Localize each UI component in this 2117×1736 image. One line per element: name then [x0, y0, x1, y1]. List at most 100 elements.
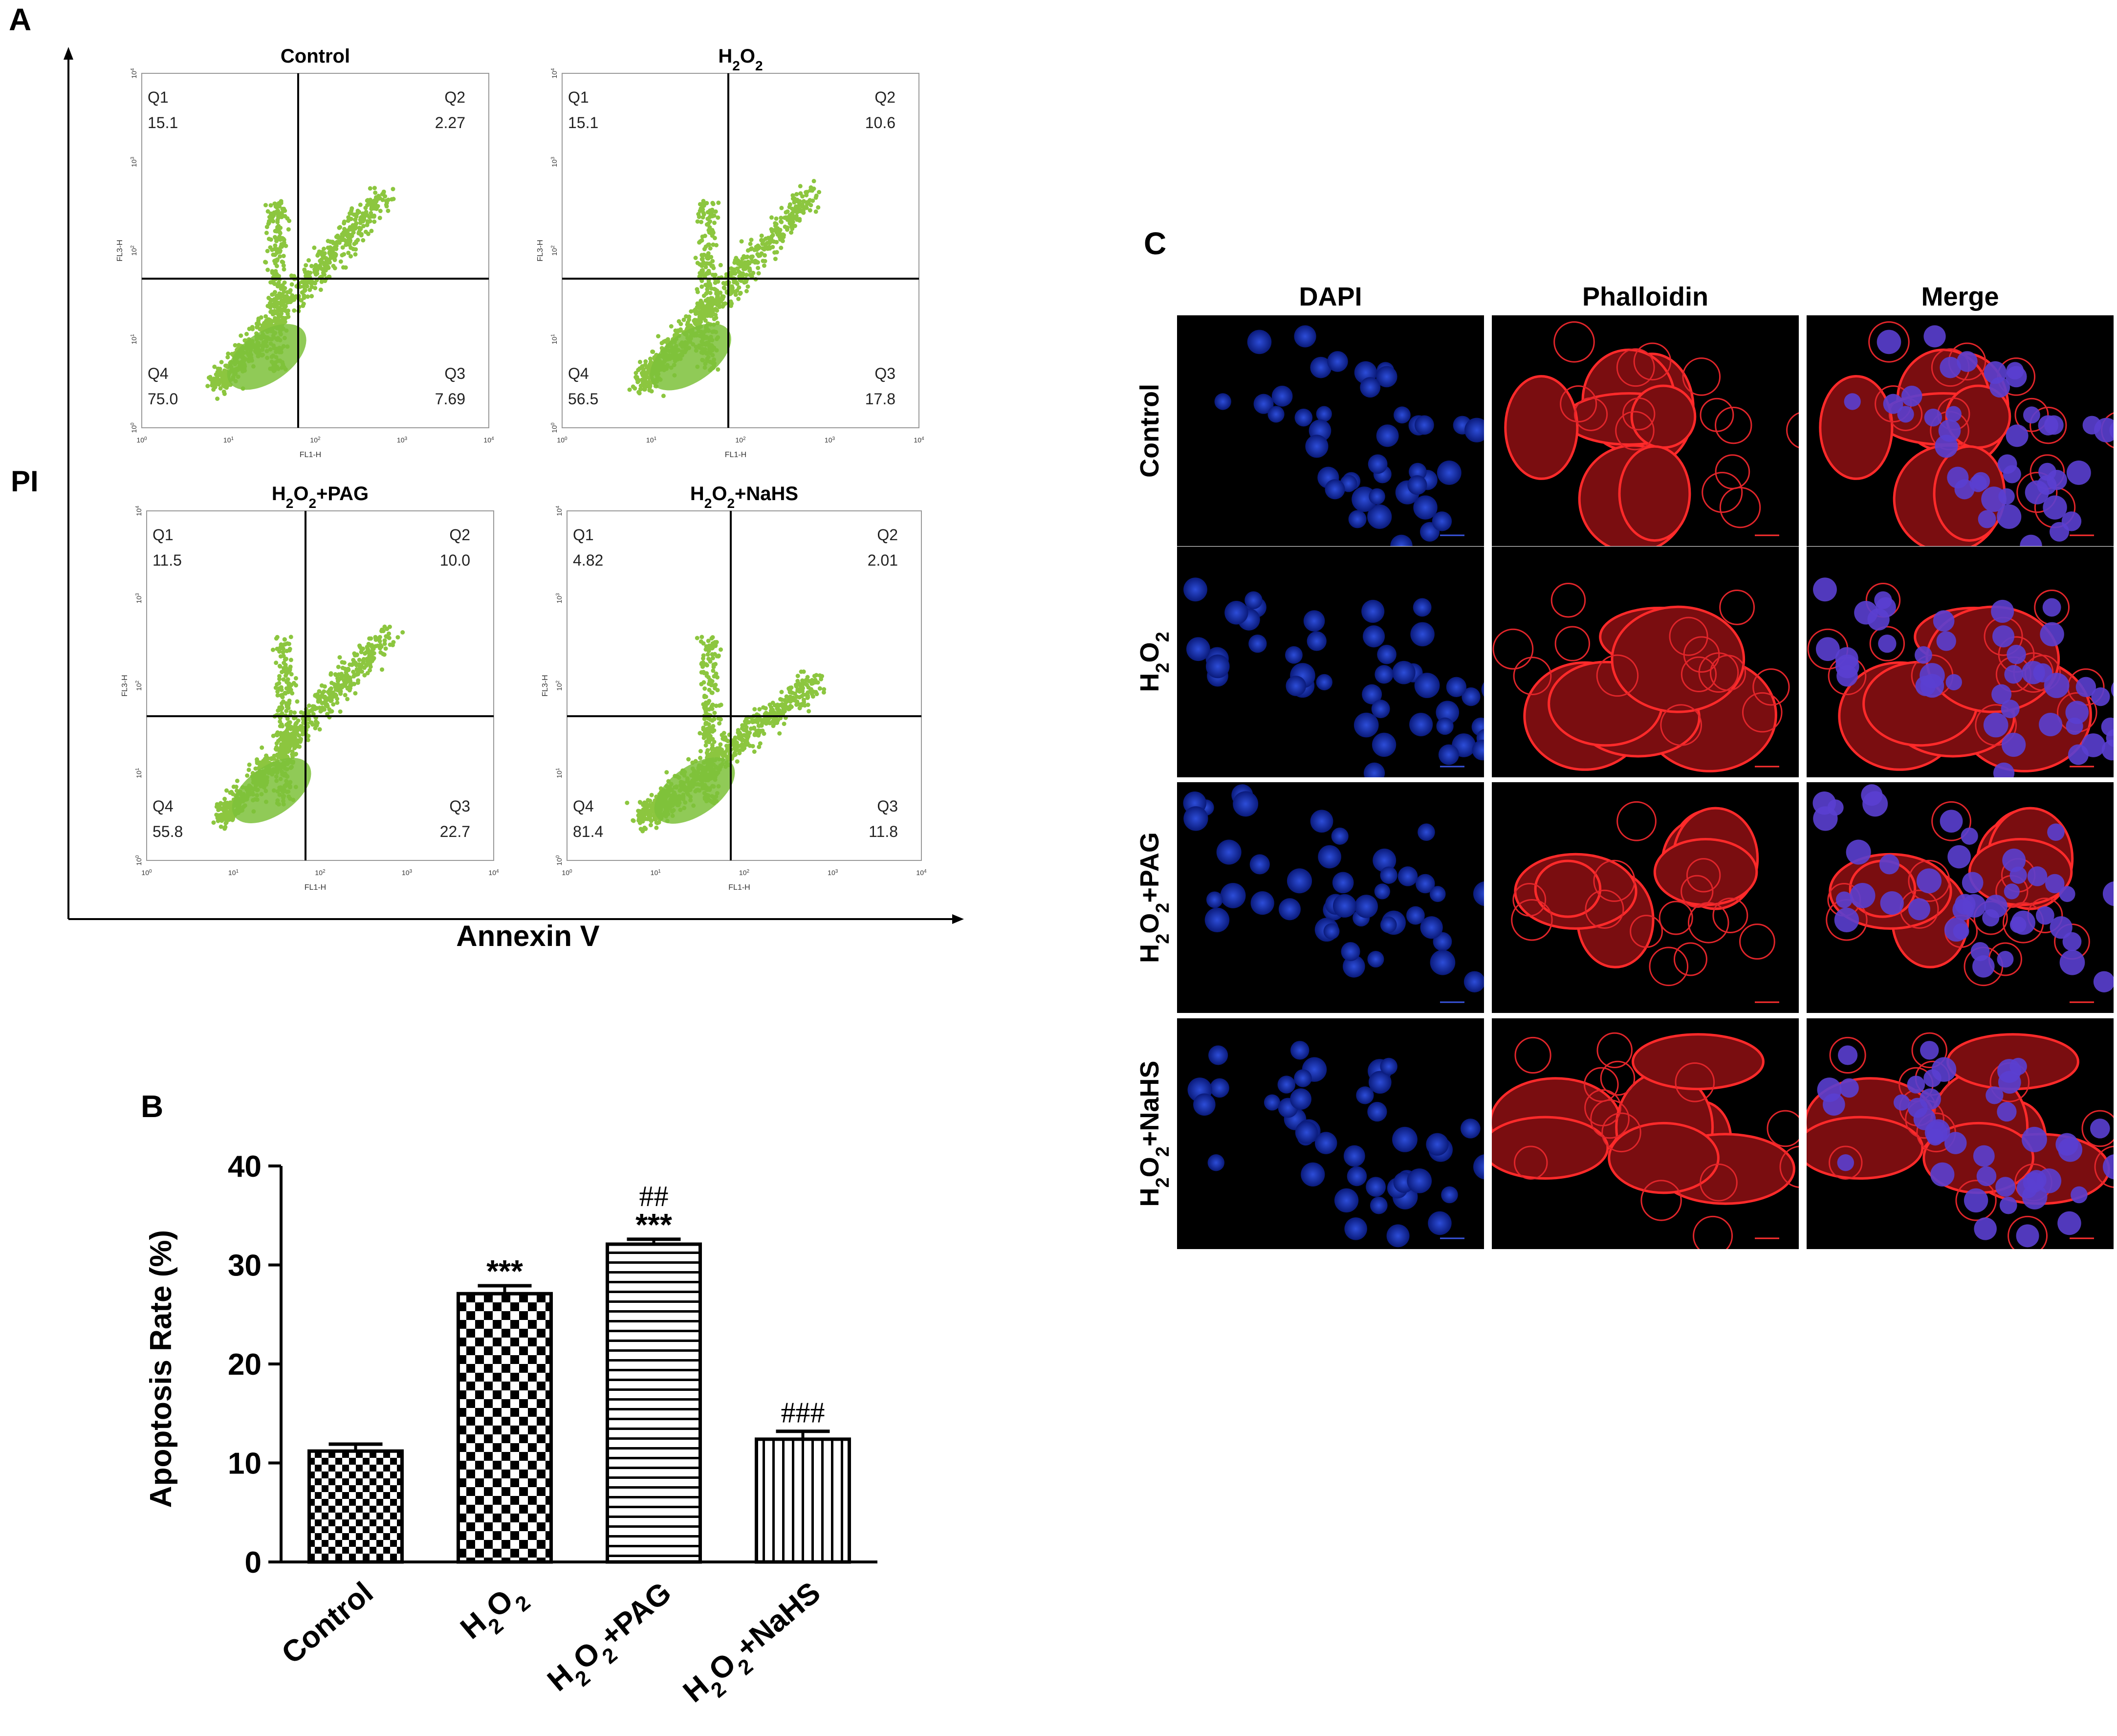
- flow-event-dot: [288, 732, 293, 737]
- flow-event-dot: [286, 705, 291, 710]
- flow-event-dot: [267, 321, 272, 326]
- flow-event-dot: [306, 258, 311, 263]
- nucleus: [1343, 1145, 1365, 1167]
- flow-event-dot: [774, 230, 779, 235]
- nucleus: [1914, 646, 1932, 664]
- actin-cell-outline: [1590, 1099, 1630, 1139]
- flow-event-dot: [733, 258, 738, 263]
- flow-event-dot: [285, 723, 290, 727]
- flow-event-dot: [307, 287, 312, 292]
- flow-event-dot: [352, 659, 357, 664]
- panel-a: A PI Annexin V Control Q1 15.1 Q2 2.27 Q4 75.0…: [9, 2, 964, 952]
- panel-b: B 0 10 20 30 40 Apoptosis Rate (%) Control *** H…: [141, 1089, 877, 1709]
- flow-event-dot: [695, 289, 700, 294]
- flow-event-dot: [715, 308, 720, 313]
- nucleus: [2009, 1057, 2027, 1076]
- flow-event-dot: [757, 724, 762, 728]
- flow-event-dot: [280, 711, 284, 716]
- flow-plot-title: H2O2: [718, 45, 763, 73]
- bar-significance-stars: ***: [635, 1207, 672, 1242]
- flow-event-dot: [647, 388, 652, 393]
- actin-cell-outline: [1686, 858, 1721, 893]
- flow-event-dot: [271, 647, 275, 652]
- flow-x-tick-exp: 1: [236, 869, 239, 874]
- flow-event-dot: [709, 636, 714, 641]
- flow-event-dot: [708, 645, 713, 650]
- nucleus: [2007, 644, 2026, 664]
- flow-y-axis-label: FL3-H: [541, 675, 549, 696]
- flow-y-tick-exp: 4: [130, 68, 135, 71]
- actin-cell-outline: [1752, 668, 1790, 706]
- panel-a-x-arrow: [952, 914, 964, 924]
- flow-event-dot: [788, 703, 793, 708]
- flow-event-dot: [379, 629, 384, 634]
- flow-event-dot: [795, 217, 800, 222]
- flow-event-dot: [740, 733, 744, 738]
- micrograph-r3-dapi: [1177, 1018, 1484, 1249]
- flow-event-dot: [706, 268, 711, 273]
- nucleus: [2004, 665, 2023, 684]
- nucleus: [1823, 1093, 1845, 1116]
- flow-event-dot: [280, 705, 284, 710]
- flow-event-dot: [642, 800, 647, 805]
- actin-cell-outline: [1554, 626, 1591, 661]
- nucleus: [1376, 366, 1397, 388]
- flow-event-dot: [282, 741, 287, 746]
- flow-event-dot: [362, 673, 367, 678]
- nucleus: [1305, 435, 1329, 458]
- flow-event-dot: [358, 226, 363, 231]
- flow-event-dot: [707, 687, 712, 692]
- nucleus: [1366, 1177, 1386, 1197]
- flow-event-dot: [800, 202, 805, 207]
- flow-event-dot: [281, 666, 286, 671]
- actin-cell-outline: [1712, 898, 1748, 933]
- flow-event-dot: [282, 267, 286, 272]
- flow-event-dot: [349, 208, 354, 213]
- flow-event-dot: [757, 707, 762, 712]
- flow-y-tick-exp: 1: [550, 334, 556, 337]
- row-label-0-main: Control: [1135, 384, 1164, 478]
- flow-event-dot: [708, 219, 713, 224]
- flow-event-dot: [699, 264, 704, 268]
- nucleus: [1186, 637, 1210, 661]
- nucleus: [1877, 330, 1901, 354]
- flow-event-dot: [312, 245, 317, 250]
- actin-cell-outline: [1868, 321, 1910, 363]
- flow-x-tick-exp: 3: [410, 869, 413, 874]
- flow-event-dot: [345, 667, 350, 672]
- flow-event-dot: [751, 270, 756, 275]
- actin-cell-cluster: [1492, 1116, 1609, 1180]
- flow-event-dot: [627, 387, 632, 392]
- flow-event-dot: [354, 653, 359, 658]
- flow-event-dot: [292, 710, 297, 715]
- flow-event-dot: [376, 196, 381, 201]
- flow-event-dot: [700, 268, 705, 273]
- actin-cell-outline: [1550, 583, 1586, 618]
- flow-event-dot: [669, 324, 674, 329]
- flow-event-dot: [279, 685, 284, 690]
- nucleus: [1334, 1188, 1359, 1213]
- quadrant-q1-label: Q1: [568, 88, 589, 106]
- flow-event-dot: [215, 379, 220, 384]
- bar-category-label-mid: O: [702, 1647, 742, 1688]
- actin-cell-outline: [2030, 406, 2067, 444]
- flow-event-dot: [656, 334, 661, 339]
- bar-y-tick-label: 20: [228, 1348, 262, 1382]
- flow-event-dot: [770, 233, 775, 238]
- flow-event-dot: [329, 709, 334, 714]
- flow-event-dot: [306, 724, 310, 729]
- flow-event-dot: [704, 255, 709, 260]
- flow-event-dot: [335, 688, 340, 693]
- flow-event-dot: [275, 733, 280, 738]
- flow-event-dot: [274, 210, 279, 214]
- bar-category-label-rest: +PAG: [594, 1576, 677, 1654]
- actin-cell-outline: [2016, 472, 2058, 513]
- flow-x-tick-base: 10: [402, 869, 410, 877]
- flow-event-dot: [705, 748, 710, 753]
- flow-event-dot: [802, 703, 807, 708]
- actin-cell-outline: [1742, 692, 1783, 733]
- actin-cell-outline: [1511, 899, 1553, 941]
- flow-event-dot: [654, 816, 658, 821]
- flow-event-dot: [718, 290, 723, 295]
- flow-event-dot: [231, 784, 236, 789]
